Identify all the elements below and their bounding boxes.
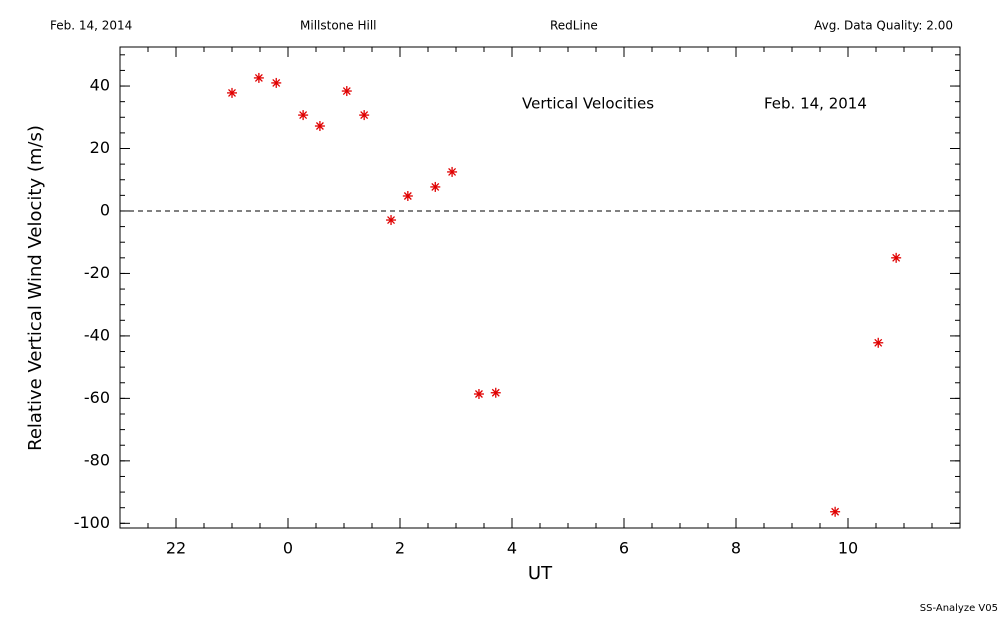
marker-stroke: [228, 88, 236, 97]
x-tick-label: 4: [507, 539, 517, 558]
data-point: [298, 110, 309, 121]
header-site: Millstone Hill: [300, 19, 376, 33]
data-point: [473, 389, 484, 400]
marker-stroke: [403, 192, 412, 200]
x-tick-label: 6: [619, 539, 629, 558]
marker-stroke: [254, 73, 263, 82]
y-tick-label: -40: [84, 325, 110, 344]
x-tick-label: 22: [166, 539, 186, 558]
data-point: [253, 72, 264, 83]
header-date: Feb. 14, 2014: [50, 19, 132, 33]
data-point: [430, 181, 441, 192]
data-point: [830, 506, 841, 517]
marker-stroke: [892, 253, 901, 262]
marker-stroke: [431, 182, 440, 191]
marker-stroke: [491, 388, 500, 397]
y-axis-label: Relative Vertical Wind Velocity (m/s): [25, 125, 46, 451]
marker-stroke: [831, 507, 840, 516]
y-tick-label: -80: [84, 450, 110, 469]
annotation: Vertical Velocities: [522, 95, 654, 113]
x-axis-label: UT: [528, 563, 553, 584]
x-tick-label: 0: [283, 539, 293, 558]
data-point: [490, 387, 501, 398]
marker-stroke: [448, 167, 457, 176]
marker-stroke: [299, 111, 308, 120]
x-tick-label: 10: [838, 539, 858, 558]
y-tick-label: -100: [74, 513, 110, 532]
data-point: [314, 121, 325, 132]
data-point: [271, 77, 282, 88]
data-point: [227, 87, 237, 98]
y-tick-label: 20: [90, 138, 110, 157]
marker-stroke: [475, 390, 483, 398]
marker-stroke: [874, 338, 883, 347]
y-tick-label: -20: [84, 263, 110, 282]
marker-stroke: [387, 216, 395, 224]
x-tick-label: 8: [731, 539, 741, 558]
marker-stroke: [315, 122, 324, 130]
data-point: [873, 337, 884, 348]
data-point: [402, 190, 413, 201]
header-instrument: RedLine: [550, 19, 598, 33]
header-quality: Avg. Data Quality: 2.00: [814, 19, 953, 33]
data-point: [359, 110, 370, 121]
marker-stroke: [272, 78, 281, 87]
data-point: [891, 252, 902, 263]
footer: SS-Analyze V05: [920, 603, 998, 614]
data-point: [386, 215, 397, 226]
y-tick-label: -60: [84, 388, 110, 407]
data-point: [447, 166, 458, 177]
x-tick-label: 2: [395, 539, 405, 558]
y-tick-label: 40: [90, 76, 110, 95]
y-tick-label: 0: [100, 200, 110, 219]
marker-stroke: [342, 87, 351, 95]
annotation: Feb. 14, 2014: [764, 95, 867, 113]
plot-frame: [119, 46, 961, 529]
data-point: [341, 86, 352, 97]
marker-stroke: [360, 111, 369, 120]
